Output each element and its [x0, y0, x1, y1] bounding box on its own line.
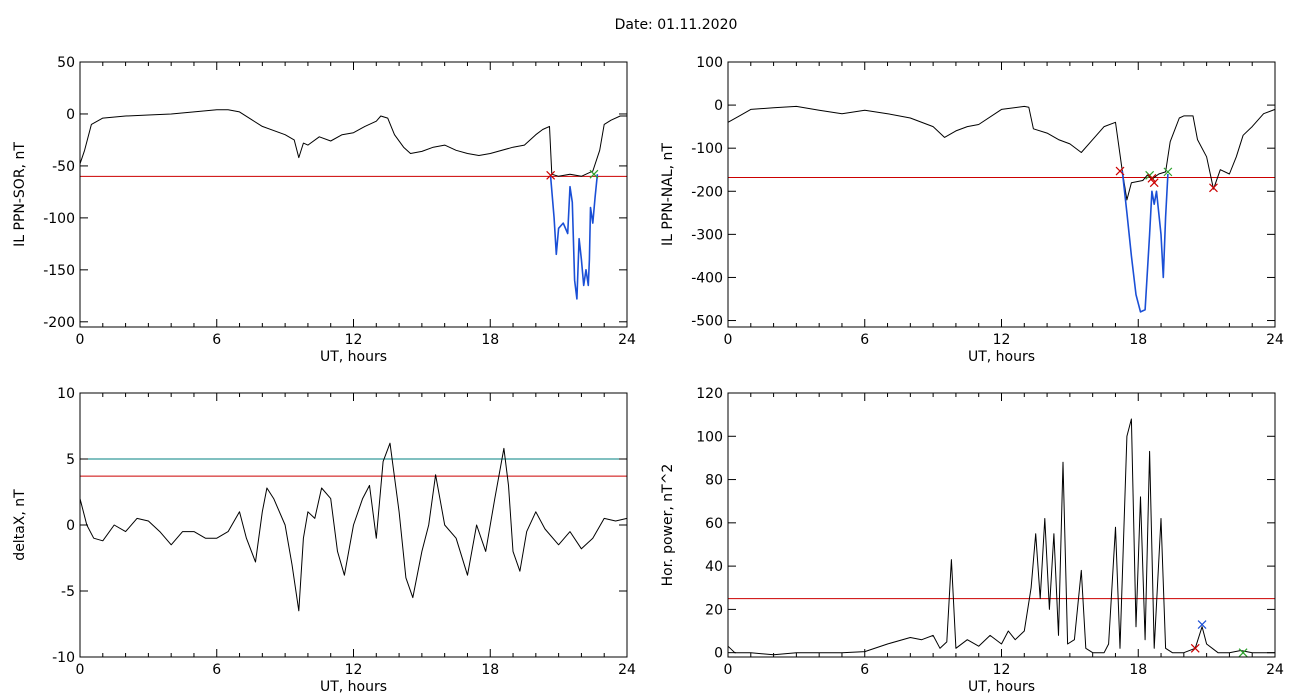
x-tick-label: 12: [993, 332, 1011, 348]
y-tick-label: -300: [691, 227, 723, 243]
x-tick-label: 6: [212, 332, 221, 348]
chart-panel-3: 0 6 12 18 24 10 5 0 -5 -10 UT, hours deltaX, nT: [12, 386, 636, 695]
x-tick-label: 24: [618, 332, 636, 348]
x-tick-label: 24: [1266, 332, 1284, 348]
y-tick-label: 0: [714, 98, 723, 114]
event-marker-red: [1190, 643, 1200, 653]
y-tick-label: 0: [714, 646, 723, 662]
y-tick-label: 10: [57, 386, 75, 402]
figure-title: Date: 01.11.2020: [614, 17, 738, 33]
y-tick-label: 0: [66, 107, 75, 123]
y-tick-label: 50: [57, 55, 75, 71]
series-line-black: [727, 418, 1275, 656]
y-tick-label: -200: [43, 315, 75, 331]
y-axis-label: IL PPN-SOR, nT: [12, 142, 28, 247]
x-tick-label: 12: [993, 662, 1011, 678]
x-tick-label: 18: [1129, 662, 1147, 678]
plot-frame: [727, 61, 1276, 328]
x-tick-label: 18: [481, 662, 499, 678]
event-marker-red: [1149, 178, 1159, 188]
y-tick-label: -150: [43, 263, 75, 279]
y-tick-label: -100: [691, 141, 723, 157]
x-axis-label: UT, hours: [968, 679, 1035, 695]
y-tick-label: -50: [52, 159, 75, 175]
chart-panel-4: 0 6 12 18 24 120 100 80 60 40 20 0 UT, hours Hor. pow…: [660, 386, 1284, 695]
chart-panel-1: 0 6 12 18 24 50 0 -50 -100 -150 -200 UT, hours IL PP…: [12, 55, 636, 365]
x-tick-label: 0: [724, 662, 733, 678]
x-tick-label: 0: [76, 662, 85, 678]
event-marker-blue: [1197, 620, 1207, 629]
x-tick-label: 12: [345, 662, 363, 678]
event-marker-green: [1163, 167, 1173, 177]
event-marker-red: [1115, 166, 1125, 176]
event-marker-green: [1238, 648, 1248, 658]
series-line-black: [79, 109, 627, 177]
chart-panel-2: 0 6 12 18 24 100 0 -100 -200 -300 -400 -500 UT, hour…: [660, 55, 1284, 365]
y-tick-label: -500: [691, 314, 723, 330]
x-tick-label: 0: [76, 332, 85, 348]
y-tick-label: -200: [691, 184, 723, 200]
y-tick-label: 60: [705, 516, 723, 532]
y-axis-label: Hor. power, nT^2: [660, 464, 676, 587]
x-tick-label: 12: [345, 332, 363, 348]
y-axis-label: deltaX, nT: [12, 489, 28, 561]
y-axis-label: IL PPN-NAL, nT: [660, 143, 676, 246]
y-tick-label: 20: [705, 602, 723, 618]
x-tick-label: 6: [860, 332, 869, 348]
series-line-blue: [1121, 170, 1169, 313]
y-tick-label: -5: [61, 584, 75, 600]
x-axis-label: UT, hours: [320, 679, 387, 695]
x-tick-label: 18: [1129, 332, 1147, 348]
y-tick-label: 80: [705, 473, 723, 489]
series-line-black: [727, 105, 1276, 201]
series-line-black: [79, 442, 628, 612]
x-tick-label: 18: [481, 332, 499, 348]
x-tick-label: 6: [860, 662, 869, 678]
event-marker-green: [589, 169, 599, 179]
y-tick-label: 5: [66, 452, 75, 468]
y-tick-label: 0: [66, 518, 75, 534]
y-tick-label: 100: [696, 429, 723, 445]
y-tick-label: -400: [691, 270, 723, 286]
x-tick-label: 24: [618, 662, 636, 678]
x-axis-label: UT, hours: [320, 349, 387, 365]
y-tick-label: -100: [43, 211, 75, 227]
plot-frame: [79, 61, 628, 328]
y-tick-label: 40: [705, 559, 723, 575]
y-tick-label: -10: [52, 650, 75, 666]
event-marker-red: [546, 170, 556, 180]
y-tick-label: 100: [696, 55, 723, 71]
y-tick-label: 120: [696, 386, 723, 402]
x-tick-label: 0: [724, 332, 733, 348]
x-axis-label: UT, hours: [968, 349, 1035, 365]
x-tick-label: 6: [212, 662, 221, 678]
event-marker-red: [1209, 183, 1218, 193]
x-tick-label: 24: [1266, 662, 1284, 678]
plot-frame: [727, 392, 1276, 658]
series-line-blue: [549, 174, 599, 300]
event-marker-red: [1147, 173, 1157, 183]
